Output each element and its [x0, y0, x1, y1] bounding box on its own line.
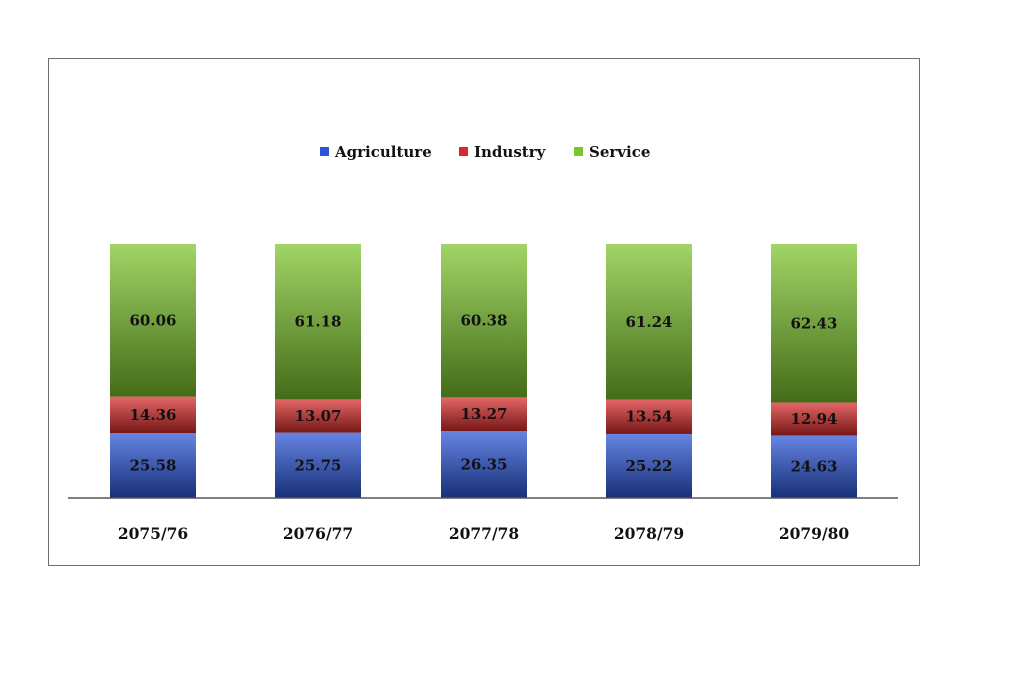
legend-label-industry: Industry	[474, 143, 547, 161]
data-label-service-1: 61.18	[295, 313, 342, 331]
x-tick-label-1: 2076/77	[283, 524, 353, 543]
data-label-service-3: 61.24	[626, 313, 673, 331]
bar-agriculture-3	[606, 433, 692, 498]
bar-industry-0	[110, 396, 196, 434]
data-label-agriculture-2: 26.35	[461, 456, 508, 474]
chart-frame	[48, 58, 920, 566]
bar-service-3	[606, 244, 692, 400]
data-label-industry-2: 13.27	[461, 405, 508, 423]
data-label-agriculture-0: 25.58	[130, 457, 177, 475]
data-label-agriculture-4: 24.63	[791, 458, 838, 476]
bar-agriculture-2	[441, 431, 527, 498]
data-label-industry-1: 13.07	[295, 407, 342, 425]
legend-swatch-agriculture	[320, 147, 329, 156]
x-tick-label-0: 2075/76	[118, 524, 188, 543]
bar-industry-2	[441, 397, 527, 432]
data-label-service-0: 60.06	[130, 311, 177, 329]
bar-service-4	[771, 244, 857, 403]
bar-service-1	[275, 244, 361, 400]
x-tick-label-2: 2077/78	[449, 524, 519, 543]
bar-agriculture-0	[110, 433, 196, 498]
data-label-service-2: 60.38	[461, 312, 508, 330]
data-label-industry-0: 14.36	[130, 406, 177, 424]
legend-swatch-service	[574, 147, 583, 156]
data-label-industry-4: 12.94	[791, 410, 838, 428]
bar-industry-3	[606, 399, 692, 434]
data-label-agriculture-3: 25.22	[626, 457, 673, 475]
data-label-service-4: 62.43	[791, 314, 838, 332]
data-label-industry-3: 13.54	[626, 408, 673, 426]
bar-agriculture-4	[771, 435, 857, 498]
bar-agriculture-1	[275, 432, 361, 498]
bar-service-0	[110, 244, 196, 397]
data-label-agriculture-1: 25.75	[295, 456, 342, 474]
bar-industry-4	[771, 402, 857, 436]
legend-swatch-industry	[459, 147, 468, 156]
x-tick-label-4: 2079/80	[779, 524, 850, 543]
bar-industry-1	[275, 399, 361, 433]
x-tick-label-3: 2078/79	[614, 524, 684, 543]
legend-label-service: Service	[589, 143, 650, 161]
bar-service-2	[441, 244, 527, 398]
legend-label-agriculture: Agriculture	[334, 143, 432, 161]
